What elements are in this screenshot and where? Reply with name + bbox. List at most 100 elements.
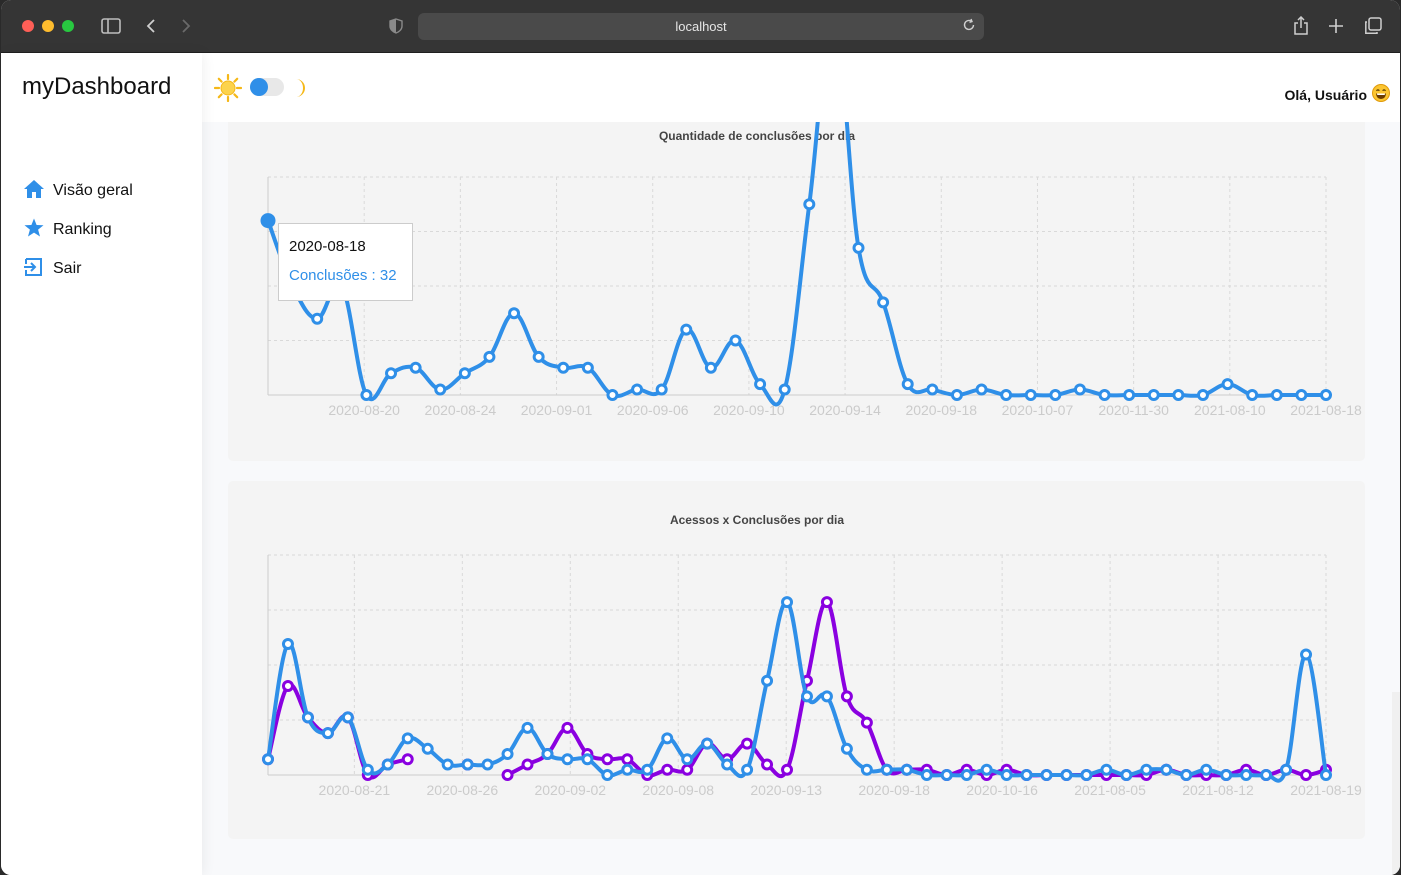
data-point <box>781 596 794 609</box>
data-point <box>729 334 742 347</box>
data-point <box>281 679 294 692</box>
acessos-conclusoes-line-chart[interactable]: Acessos x Conclusões por dia 2020-08-21 2… <box>228 481 1365 839</box>
data-point <box>820 690 833 703</box>
data-point <box>321 727 334 740</box>
new-tab-icon[interactable] <box>1325 14 1347 38</box>
data-point <box>461 758 474 771</box>
data-point <box>483 350 496 363</box>
data-point <box>1295 389 1308 401</box>
chart-tooltip: 2020-08-18 Conclusões : 32 <box>278 223 413 301</box>
main-content: Quantidade de conclusões por dia 2020-08… <box>202 112 1400 875</box>
data-point <box>960 769 973 781</box>
maximize-window-button[interactable] <box>62 20 74 32</box>
data-point <box>840 742 853 755</box>
data-point <box>1140 763 1153 776</box>
data-point <box>1160 763 1173 776</box>
address-bar[interactable]: localhost <box>418 13 984 40</box>
data-point <box>680 323 693 336</box>
minimize-window-button[interactable] <box>42 20 54 32</box>
data-point <box>980 763 993 776</box>
data-point <box>409 361 422 374</box>
chart-title: Quantidade de conclusões por dia <box>659 129 855 143</box>
data-point <box>360 389 373 401</box>
data-point <box>1320 389 1332 401</box>
chart-card-conclusoes: Quantidade de conclusões por dia 2020-08… <box>228 112 1365 461</box>
share-icon[interactable] <box>1290 14 1312 38</box>
data-point <box>803 198 816 211</box>
sidebar-item-ranking[interactable]: Ranking <box>23 218 112 242</box>
theme-toggle-switch[interactable] <box>250 78 284 96</box>
data-point <box>501 748 514 761</box>
data-point <box>1073 383 1086 396</box>
x-tick-label: 2020-09-01 <box>521 402 593 418</box>
tooltip-value: Conclusões : 32 <box>289 267 397 284</box>
forward-icon[interactable] <box>176 14 196 38</box>
data-point <box>704 361 717 374</box>
x-tick-label: 2020-09-10 <box>713 402 785 418</box>
data-point <box>1221 378 1234 391</box>
data-point <box>621 763 634 776</box>
conclusoes-line-chart[interactable]: Quantidade de conclusões por dia 2020-08… <box>228 112 1365 461</box>
data-point <box>754 378 767 391</box>
data-point <box>401 753 414 766</box>
data-point <box>681 763 694 776</box>
data-point <box>381 758 394 771</box>
reload-icon[interactable] <box>962 18 976 35</box>
tab-overview-icon[interactable] <box>1362 14 1384 38</box>
x-tick-label: 2021-08-18 <box>1290 402 1362 418</box>
data-point <box>761 758 774 771</box>
data-point <box>778 383 791 396</box>
series-line <box>506 600 1327 778</box>
data-point <box>260 213 276 229</box>
back-icon[interactable] <box>141 14 161 38</box>
top-header: Olá, Usuário <box>202 53 1400 122</box>
x-tick-label: 2020-09-13 <box>750 782 822 798</box>
series-line <box>266 112 1326 407</box>
smile-emoji-icon <box>1372 84 1390 105</box>
sidebar-item-label: Ranking <box>53 221 112 238</box>
data-point <box>301 711 314 724</box>
data-point <box>557 361 570 374</box>
logout-icon <box>23 257 53 282</box>
close-window-button[interactable] <box>22 20 34 32</box>
data-point <box>940 769 953 781</box>
series-acessos <box>262 596 1332 783</box>
data-point <box>661 763 674 776</box>
data-point <box>1240 769 1253 781</box>
sidebar-item-visao-geral[interactable]: Visão geral <box>23 179 133 203</box>
brand-logo-text: myDashboard <box>22 73 172 100</box>
data-point <box>1020 769 1033 781</box>
data-point <box>880 763 893 776</box>
data-point <box>701 737 714 750</box>
sidebar-toggle-icon[interactable] <box>99 14 123 38</box>
data-point <box>840 690 853 703</box>
data-point <box>361 763 374 776</box>
data-point <box>508 307 521 320</box>
data-point <box>311 312 324 325</box>
x-tick-label: 2020-08-20 <box>328 402 400 418</box>
x-tick-label: 2020-10-16 <box>966 782 1038 798</box>
data-point <box>1260 769 1273 781</box>
data-point <box>1123 389 1136 401</box>
data-point <box>421 742 434 755</box>
browser-titlebar: localhost <box>1 0 1400 53</box>
data-point <box>800 690 813 703</box>
data-point <box>1180 769 1193 781</box>
x-tick-label: 2020-10-07 <box>1002 402 1074 418</box>
x-tick-label: 2020-09-08 <box>642 782 714 798</box>
data-point <box>741 737 754 750</box>
x-tick-label: 2021-08-10 <box>1194 402 1266 418</box>
data-point <box>581 753 594 766</box>
chart-title: Acessos x Conclusões por dia <box>670 513 844 527</box>
url-text: localhost <box>675 19 727 34</box>
data-point <box>1246 389 1259 401</box>
x-tick-label: 2020-09-02 <box>534 782 606 798</box>
data-point <box>920 769 933 781</box>
privacy-shield-icon[interactable] <box>387 14 405 38</box>
series-line <box>266 600 1328 783</box>
x-tick-label: 2021-08-19 <box>1290 782 1362 798</box>
page-scrollbar[interactable] <box>1392 692 1400 875</box>
sidebar-item-sair[interactable]: Sair <box>23 257 81 281</box>
data-point <box>1147 389 1160 401</box>
